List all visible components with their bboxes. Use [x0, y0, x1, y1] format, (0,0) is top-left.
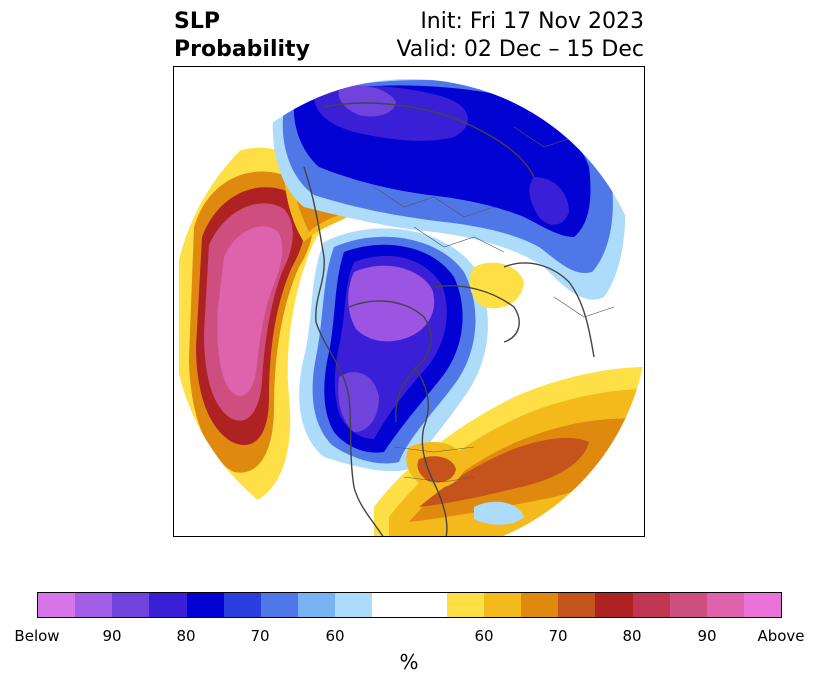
colorbar-segment — [632, 593, 670, 617]
colorbar-tick-label: Above — [757, 627, 805, 645]
date-info: Init: Fri 17 Nov 2023 Valid: 02 Dec – 15… — [396, 8, 644, 64]
colorbar-segment — [706, 593, 744, 617]
title-line-2: Probability — [174, 37, 310, 62]
colorbar-segment — [409, 593, 447, 617]
colorbar — [37, 592, 782, 618]
colorbar-tick-label: 70 — [548, 627, 568, 645]
colorbar-tick-label: 80 — [622, 627, 642, 645]
colorbar-segment — [446, 593, 484, 617]
valid-range: Valid: 02 Dec – 15 Dec — [396, 37, 644, 62]
eurasia-low-anomaly — [272, 79, 626, 300]
colorbar-segment — [186, 593, 224, 617]
colorbar-segment — [38, 593, 76, 617]
colorbar-segment — [558, 593, 596, 617]
colorbar-tick-label: 60 — [325, 627, 345, 645]
colorbar-segment — [260, 593, 299, 617]
colorbar-tick-label: 70 — [250, 627, 270, 645]
title-line-1: SLP — [174, 9, 220, 34]
colorbar-segment — [372, 593, 410, 617]
colorbar-tick-label: 90 — [102, 627, 122, 645]
europe-high-anomaly — [469, 262, 524, 309]
borders — [373, 126, 615, 483]
colorbar-segment — [483, 593, 522, 617]
small-low-patch — [474, 501, 524, 525]
colorbar-segment — [335, 593, 373, 617]
colorbar-segment — [521, 593, 559, 617]
colorbar-tick-label: 90 — [697, 627, 717, 645]
colorbar-segment — [669, 593, 707, 617]
colorbar-segment — [75, 593, 113, 617]
colorbar-tick-label: Below — [14, 627, 60, 645]
colorbar-tick-label: 60 — [474, 627, 494, 645]
init-date: Init: Fri 17 Nov 2023 — [420, 9, 644, 34]
map-canvas — [174, 79, 644, 536]
colorbar-segment — [595, 593, 633, 617]
colorbar-segment — [743, 593, 782, 617]
colorbar-segment — [112, 593, 150, 617]
colorbar-segment — [298, 593, 336, 617]
colorbar-segment — [149, 593, 187, 617]
chart-title: SLP Probability — [174, 8, 310, 64]
colorbar-unit: % — [399, 650, 419, 674]
arctic-low-anomaly — [299, 228, 488, 472]
colorbar-tick-label: 80 — [176, 627, 196, 645]
colorbar-segment — [223, 593, 261, 617]
probability-map — [173, 66, 645, 537]
